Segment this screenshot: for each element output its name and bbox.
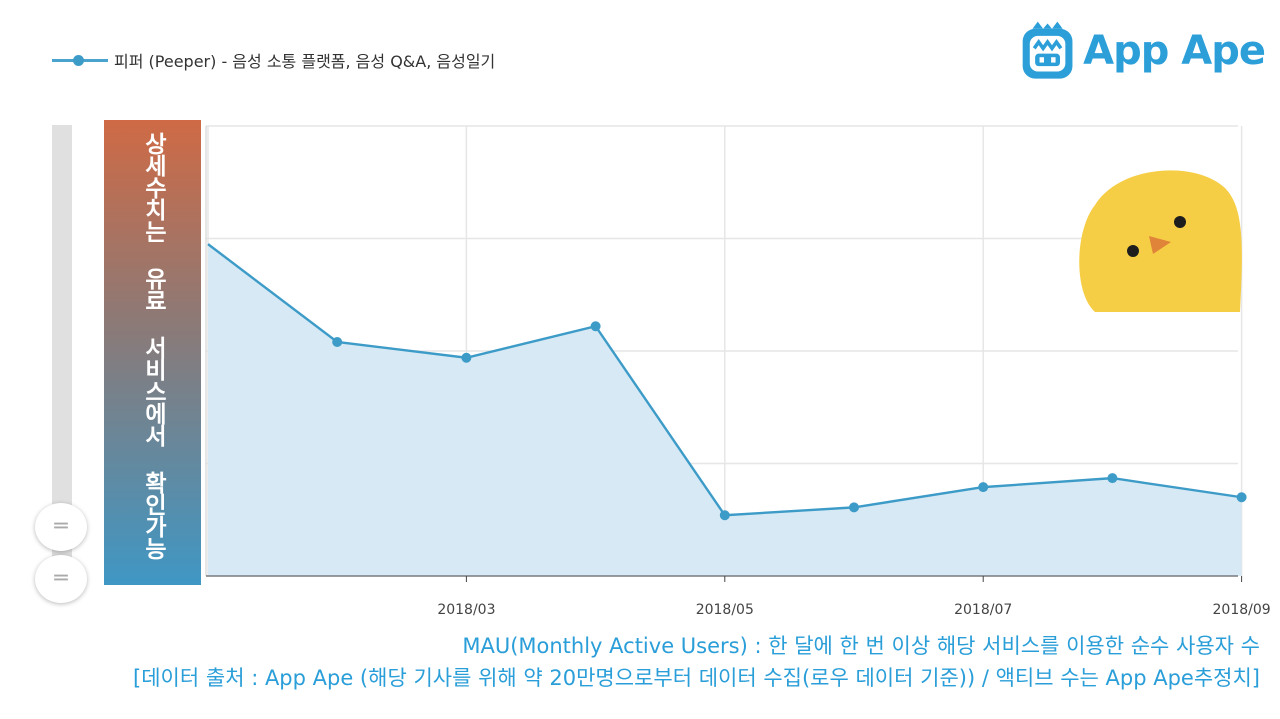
chick-icon (1079, 170, 1242, 312)
x-tick-label-2018/07: 2018/07 (954, 602, 1012, 618)
app-ape-logo: App Ape (1020, 16, 1266, 86)
scroll-handle-bottom[interactable]: ═ (35, 555, 87, 603)
app-ape-logo-icon (1022, 21, 1073, 79)
x-tick-label-2018/03: 2018/03 (437, 602, 495, 618)
scroll-handle-top[interactable]: ═ (35, 503, 87, 551)
data-point-2018/07 (978, 482, 989, 493)
data-point-2018/04 (590, 321, 601, 332)
data-point-2018/09 (1236, 492, 1247, 503)
series-area-fill (208, 244, 1242, 576)
legend-series-label: 피퍼 (Peeper) - 음성 소통 플랫폼, 음성 Q&A, 음성일기 (114, 52, 496, 71)
premium-notice-text: 상세수치는 유료 서비스에서 확인가능 (140, 132, 166, 559)
x-axis-ticks: 2018/03 2018/05 2018/07 2018/09 (437, 576, 1271, 618)
chart-footnote: MAU(Monthly Active Users) : 한 달에 한 번 이상 … (133, 630, 1260, 694)
equals-icon: ═ (54, 514, 68, 539)
chart-legend: 피퍼 (Peeper) - 음성 소통 플랫폼, 음성 Q&A, 음성일기 (52, 48, 495, 72)
mau-definition: MAU(Monthly Active Users) : 한 달에 한 번 이상 … (462, 634, 1260, 658)
vertical-scrollbar-track[interactable] (52, 125, 72, 585)
data-source-note: [데이터 출처 : App Ape (해당 기사를 위해 약 20만명으로부터 … (133, 666, 1260, 690)
data-point-2018/03 (461, 352, 472, 363)
logo-text: App Ape (1083, 28, 1266, 74)
data-point-2018/05 (719, 510, 730, 521)
equals-icon: ═ (54, 566, 68, 591)
data-point-2018/08 (1107, 473, 1118, 484)
legend-series-marker (52, 48, 108, 72)
x-tick-label-2018/09: 2018/09 (1213, 602, 1271, 618)
x-tick-label-2018/05: 2018/05 (696, 602, 754, 618)
data-point-2018/06 (849, 502, 859, 513)
premium-notice-banner: 상세수치는 유료 서비스에서 확인가능 (104, 120, 201, 585)
data-point-2018/02 (332, 337, 343, 347)
series-points (332, 321, 1247, 521)
